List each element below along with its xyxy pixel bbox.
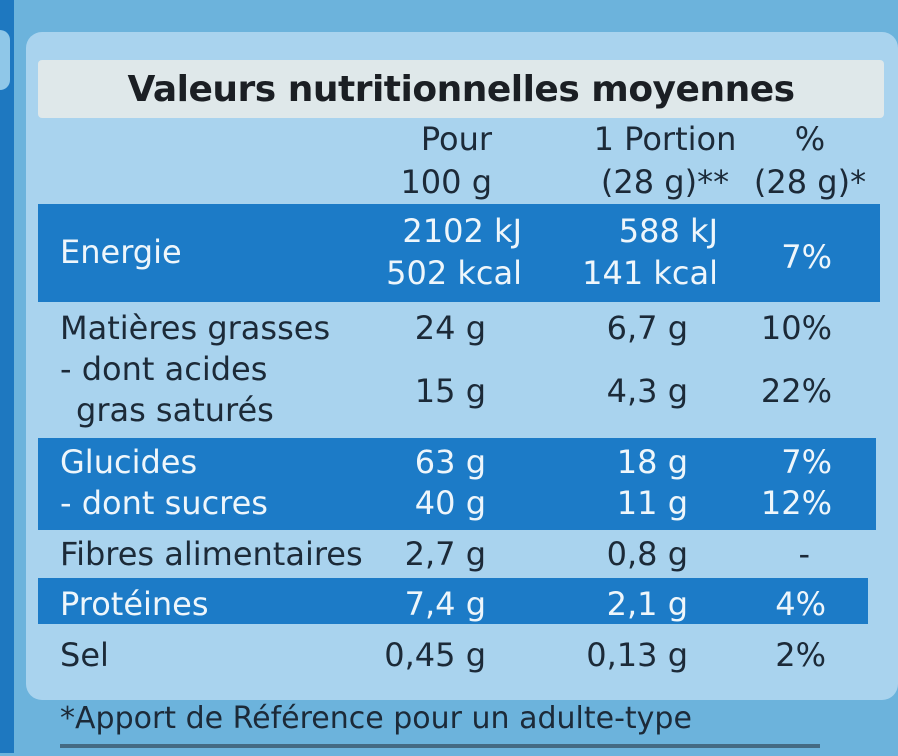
- satures-per100: 15 g: [414, 372, 486, 410]
- row-label-satures-line1: - dont acides: [60, 350, 268, 388]
- proteines-percent: 4%: [775, 585, 826, 623]
- glucides-percent: 7%: [781, 443, 832, 481]
- proteines-per100: 7,4 g: [404, 585, 486, 623]
- header-percent-line1: %: [794, 120, 826, 158]
- table-title: Valeurs nutritionnelles moyennes: [38, 60, 884, 118]
- energie-portion-kj: 588 kJ: [618, 212, 718, 250]
- sucres-portion: 11 g: [616, 484, 688, 522]
- sel-percent: 2%: [775, 636, 826, 674]
- header-percent-line2: (28 g)*: [753, 163, 867, 201]
- row-label-matieres-grasses: Matières grasses: [60, 309, 331, 347]
- glucides-per100: 63 g: [414, 443, 486, 481]
- row-band-glucides: [38, 438, 876, 530]
- matieres-percent: 10%: [760, 309, 832, 347]
- row-band-energie: [38, 204, 880, 302]
- matieres-portion: 6,7 g: [606, 309, 688, 347]
- header-per100-line2: 100 g: [400, 163, 492, 201]
- header-per100-line1: Pour: [420, 120, 492, 158]
- energie-portion-kcal: 141 kcal: [582, 254, 718, 292]
- sucres-per100: 40 g: [414, 484, 486, 522]
- energie-percent: 7%: [781, 238, 832, 276]
- satures-portion: 4,3 g: [606, 372, 688, 410]
- satures-percent: 22%: [760, 372, 832, 410]
- fibres-per100: 2,7 g: [404, 535, 486, 573]
- footnote: *Apport de Référence pour un adulte-type: [60, 701, 692, 736]
- fibres-portion: 0,8 g: [606, 535, 688, 573]
- row-label-proteines: Protéines: [60, 585, 209, 623]
- fibres-percent: -: [798, 535, 810, 573]
- proteines-portion: 2,1 g: [606, 585, 688, 623]
- sucres-percent: 12%: [760, 484, 832, 522]
- row-label-satures-line2: gras saturés: [76, 391, 274, 429]
- energie-per100-kcal: 502 kcal: [386, 254, 522, 292]
- glucides-portion: 18 g: [616, 443, 688, 481]
- package-edge: [0, 0, 14, 753]
- energie-per100-kj: 2102 kJ: [402, 212, 522, 250]
- row-label-glucides: Glucides: [60, 443, 198, 481]
- row-label-energie: Energie: [60, 233, 182, 271]
- row-label-sel: Sel: [60, 636, 109, 674]
- footnote-cut-off-line: [60, 736, 840, 756]
- sel-portion: 0,13 g: [586, 636, 688, 674]
- sel-per100: 0,45 g: [384, 636, 486, 674]
- row-label-sucres: - dont sucres: [60, 484, 268, 522]
- header-portion-line2: (28 g)**: [600, 163, 730, 201]
- matieres-per100: 24 g: [414, 309, 486, 347]
- row-label-fibres: Fibres alimentaires: [60, 535, 363, 573]
- row-band-proteines: [38, 578, 868, 624]
- header-portion-line1: 1 Portion: [593, 120, 737, 158]
